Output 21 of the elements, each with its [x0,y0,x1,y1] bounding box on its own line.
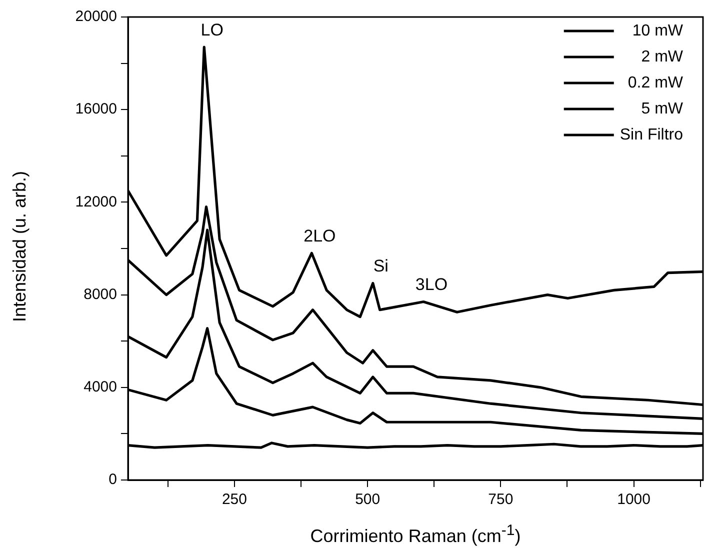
annotation: LO [200,20,224,40]
y-tick-label: 20000 [75,8,117,26]
x-axis-title: Corrimiento Raman (cm$^{-1}$) [309,522,522,547]
y-axis-title: Intensidad (u. arb.) [10,170,30,324]
x-tick-label: 250 [222,491,247,508]
legend-label: 5 mW [641,100,684,118]
annotation: Si [373,256,388,276]
y-tick-label: 12000 [75,193,117,210]
legend-label: 10 mW [632,22,684,40]
x-tick-label: 1000 [617,491,650,508]
y-tick-label: 16000 [75,100,117,118]
y-tick-label: 4000 [84,378,117,396]
x-tick-label: 500 [355,491,380,508]
y-tick-label: 0 [108,471,117,488]
y-tick-label: 8000 [84,286,117,303]
annotation: 2LO [304,226,336,246]
x-tick-label: 750 [488,491,514,508]
annotation: 3LO [415,274,448,294]
legend-label: Sin Filtro [620,126,684,144]
legend-label: 2 mW [641,48,684,66]
legend-label: 0.2 mW [628,74,684,92]
